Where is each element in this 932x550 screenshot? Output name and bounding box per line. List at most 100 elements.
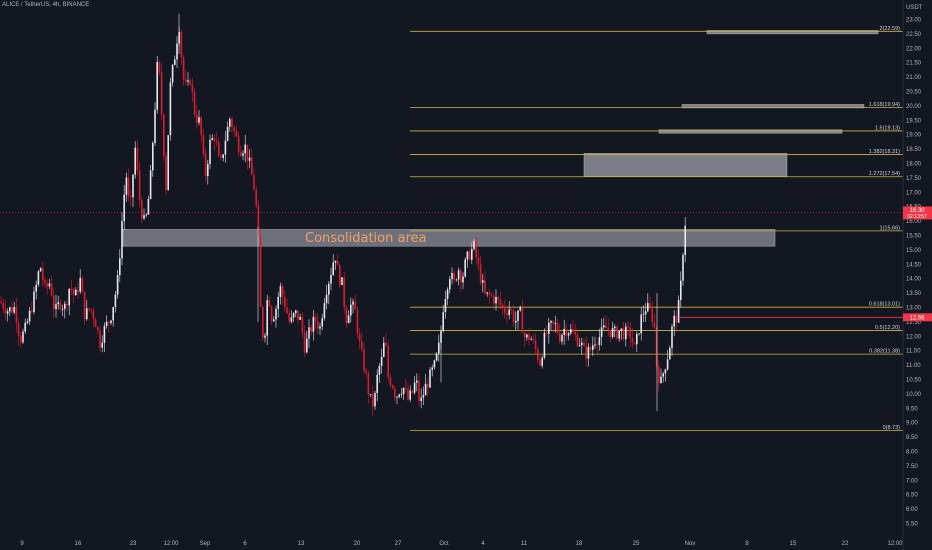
y-tick-label: 6.50: [906, 493, 918, 499]
candle-body: [587, 346, 590, 359]
candle-body: [303, 332, 306, 353]
candle-body: [24, 322, 26, 332]
candle-body: [519, 307, 521, 311]
candle-body: [253, 174, 255, 190]
y-tick-label: 22.50: [906, 32, 922, 38]
candle-body: [589, 346, 592, 350]
candle-body: [224, 140, 227, 155]
candle-body: [633, 342, 636, 345]
y-tick-label: 21.50: [906, 61, 922, 67]
candle-body: [334, 260, 337, 263]
candle-body: [218, 142, 220, 156]
candle-body: [361, 341, 363, 350]
candle-body: [398, 394, 400, 397]
candle-body: [464, 259, 466, 277]
candle-body: [345, 307, 348, 324]
x-tick-label: Oct: [439, 541, 449, 547]
candle-body: [141, 200, 143, 219]
candle-body: [369, 394, 372, 395]
candle-body: [475, 240, 477, 258]
candle-body: [44, 280, 46, 284]
candle-body: [631, 337, 634, 343]
candle-body: [504, 306, 506, 314]
price-lines: [0, 212, 903, 318]
candle-body: [438, 342, 440, 354]
fib-label: 0.618(13.01): [869, 302, 900, 308]
candle-body: [94, 319, 97, 328]
candle-body: [407, 388, 409, 400]
x-tick-label: 11: [521, 541, 528, 547]
candle-body: [11, 307, 13, 313]
candle-body: [545, 332, 548, 334]
candle-body: [658, 366, 660, 384]
candle-body: [394, 388, 396, 398]
y-tick-label: 19.00: [906, 133, 922, 139]
candle-body: [605, 325, 607, 329]
target-zone: [122, 229, 776, 247]
candle-body: [165, 156, 167, 191]
x-tick-label: 23: [130, 541, 137, 547]
candle-body: [125, 177, 128, 195]
candle-body: [647, 303, 649, 312]
candle-body: [88, 308, 90, 310]
candle-body: [237, 136, 240, 153]
candle-body: [187, 80, 189, 82]
candle-body: [457, 270, 460, 280]
candle-body: [537, 348, 539, 360]
current-price-label: 16.30: [909, 208, 925, 214]
candle-body: [422, 395, 425, 398]
candle-body: [299, 316, 301, 320]
candle-body: [268, 300, 271, 307]
x-tick-label: 13: [298, 541, 305, 547]
candle-body: [171, 64, 174, 83]
candle-body: [468, 251, 471, 260]
candle-body: [400, 393, 403, 395]
candle-body: [26, 321, 29, 323]
candle-body: [330, 274, 332, 284]
candle-body: [167, 135, 169, 191]
candle-body: [636, 334, 638, 345]
currency-label: USDT: [906, 5, 923, 11]
candle-body: [211, 137, 213, 140]
candle-body: [90, 309, 92, 311]
candle-body: [675, 315, 678, 323]
candle-body: [446, 289, 449, 299]
candle-body: [512, 309, 515, 323]
fib-label: 2(22.59): [880, 26, 901, 32]
candle-body: [75, 289, 77, 296]
candle-body: [649, 303, 651, 307]
candle-body: [209, 139, 211, 164]
candle-body: [207, 163, 209, 177]
candle-body: [202, 135, 205, 154]
candle-body: [325, 294, 328, 304]
candle-body: [466, 251, 469, 260]
candle-body: [290, 317, 293, 322]
x-tick-label: 16: [75, 541, 82, 547]
y-tick-label: 16.00: [906, 219, 922, 225]
candle-body: [488, 292, 491, 295]
target-zone: [583, 153, 788, 177]
candle-body: [156, 62, 158, 110]
candle-body: [387, 345, 389, 378]
candle-body: [680, 280, 682, 300]
candle-body: [662, 373, 664, 377]
candle-body: [567, 333, 570, 336]
y-tick-label: 9.00: [906, 421, 918, 427]
y-tick-label: 15.00: [906, 248, 922, 254]
candle-body: [490, 294, 493, 296]
candle-body: [235, 130, 238, 137]
candle-body: [420, 397, 422, 402]
candle-body: [552, 321, 554, 324]
candle-body: [609, 330, 612, 337]
candle-body: [145, 214, 147, 216]
candle-body: [539, 359, 541, 366]
candle-body: [497, 297, 499, 300]
candle-body: [350, 304, 352, 316]
candle-body: [339, 264, 341, 286]
candle-body: [372, 394, 374, 407]
candle-body: [270, 306, 273, 322]
candle-body: [671, 326, 673, 348]
y-tick-label: 12.50: [906, 320, 922, 326]
candle-body: [677, 299, 680, 323]
